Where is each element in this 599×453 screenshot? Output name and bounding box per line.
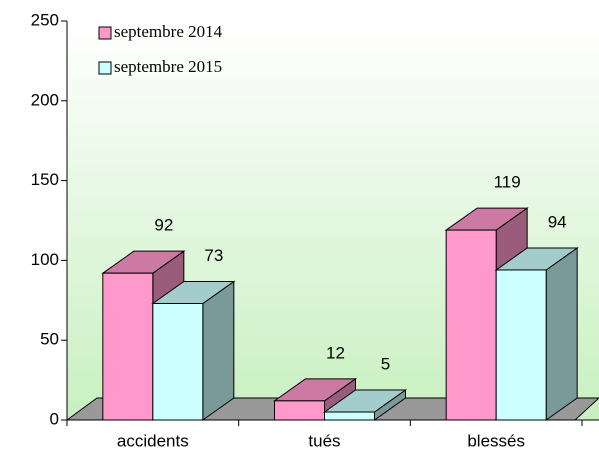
bar-front <box>324 411 375 421</box>
value-label: 73 <box>204 246 223 265</box>
bar <box>272 377 358 421</box>
x-tick-label: accidents <box>117 431 189 450</box>
legend-label: septembre 2015 <box>114 57 222 76</box>
bar-side <box>545 247 578 421</box>
y-tick-label: 50 <box>40 330 59 349</box>
value-label: 94 <box>548 212 567 231</box>
bar-side <box>202 280 235 421</box>
value-label: 119 <box>494 173 521 192</box>
x-tick-label: tués <box>308 431 340 450</box>
y-tick-label: 150 <box>31 170 59 189</box>
legend-swatch <box>98 26 112 40</box>
bar <box>494 247 579 421</box>
bar-front <box>445 229 497 421</box>
value-label: 92 <box>154 216 173 235</box>
y-tick-label: 250 <box>31 10 59 29</box>
bar <box>151 280 236 421</box>
bar-front <box>102 272 154 421</box>
bar-front <box>152 302 204 421</box>
bar-front <box>495 269 547 421</box>
value-label: 5 <box>381 355 390 374</box>
value-label: 12 <box>326 343 345 362</box>
y-tick-label: 100 <box>31 250 59 269</box>
y-tick-label: 0 <box>50 409 59 428</box>
y-tick-label: 200 <box>31 90 59 109</box>
x-tick-label: blessés <box>467 431 525 450</box>
legend: septembre 2014 septembre 2015 <box>98 22 223 76</box>
bar <box>322 389 408 421</box>
bar-front <box>274 400 325 421</box>
legend-label: septembre 2014 <box>114 22 223 41</box>
legend-swatch <box>98 61 112 75</box>
